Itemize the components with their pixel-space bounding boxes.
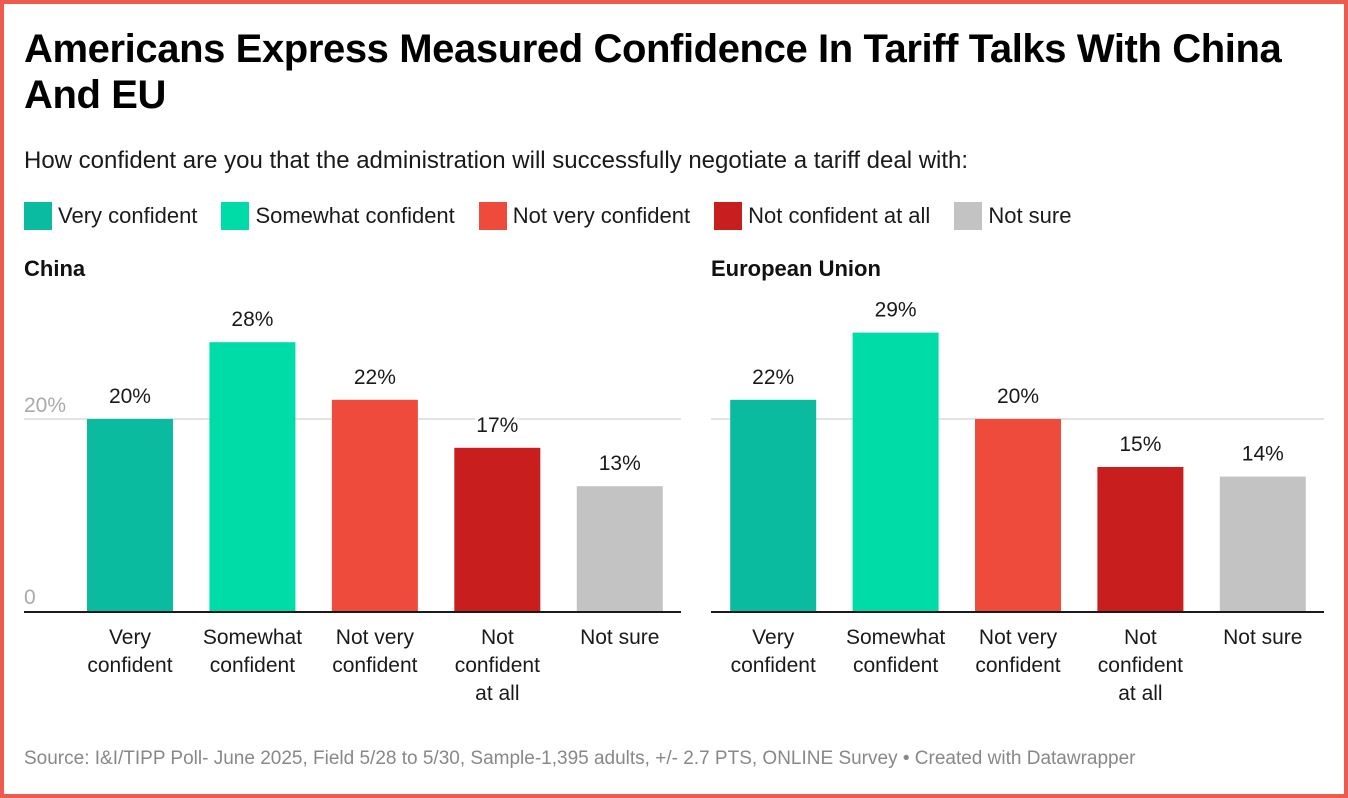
legend-swatch xyxy=(954,202,983,230)
x-tick-label-line: confident xyxy=(332,654,417,677)
panel-title-china: China xyxy=(24,256,86,281)
legend-swatch xyxy=(478,202,507,230)
x-tick-label-line: Not very xyxy=(336,626,415,649)
bar-china xyxy=(454,447,541,611)
legend-item-somewhat-confident: Somewhat confident xyxy=(221,202,455,230)
x-tick-label-line: Very xyxy=(109,626,152,649)
legend-item-very-confident: Very confident xyxy=(24,202,197,230)
x-tick-label: Somewhat confident xyxy=(846,626,945,677)
x-tick-label: Not confident at all xyxy=(455,626,540,705)
bar-eu xyxy=(730,399,817,611)
bar-china xyxy=(209,342,296,611)
x-tick-label-line: confident xyxy=(853,654,938,677)
x-tick-label-line: Somewhat xyxy=(846,626,945,649)
bar-eu xyxy=(1097,467,1184,611)
value-label: 20% xyxy=(109,385,151,408)
x-tick-label: Not very confident xyxy=(332,626,417,677)
value-label: 13% xyxy=(599,452,641,475)
x-tick-label-line: confident xyxy=(731,654,816,677)
source-footer: Source: I&I/TIPP Poll- June 2025, Field … xyxy=(24,748,1136,769)
legend-item-not-sure: Not sure xyxy=(954,202,1071,230)
value-label: 17% xyxy=(476,414,518,437)
bar-china xyxy=(331,399,418,611)
value-label: 22% xyxy=(752,366,794,389)
legend-item-not-very-confident: Not very confident xyxy=(478,202,691,230)
x-tick-label-line: Not xyxy=(1124,626,1157,649)
legend-label: Somewhat confident xyxy=(255,203,455,228)
legend-swatch xyxy=(714,202,743,230)
value-label: 20% xyxy=(997,385,1039,408)
x-tick-label: Somewhat confident xyxy=(203,626,302,677)
value-label: 29% xyxy=(875,299,917,322)
x-tick-label: Not confident at all xyxy=(1098,626,1183,705)
legend-label: Not confident at all xyxy=(748,203,931,228)
panel-title-eu: European Union xyxy=(711,256,881,281)
legend-item-not-confident-at-all: Not confident at all xyxy=(714,202,930,230)
value-label: 28% xyxy=(231,308,273,331)
value-label: 14% xyxy=(1242,443,1284,466)
x-tick-label: Not sure xyxy=(580,626,659,649)
x-tick-label: Very confident xyxy=(87,626,172,677)
x-tick-label-line: at all xyxy=(475,682,519,705)
chart-title: Americans Express Measured Confidence In… xyxy=(24,27,1282,117)
bar-eu xyxy=(975,419,1061,611)
value-label: 22% xyxy=(354,366,396,389)
bar-eu xyxy=(1219,476,1306,611)
legend-label: Not sure xyxy=(988,203,1072,228)
x-tick-label: Not sure xyxy=(1223,626,1302,649)
x-tick-label-line: Not xyxy=(481,626,514,649)
legend-swatch xyxy=(24,202,52,230)
x-tick-label-line: Not sure xyxy=(1223,626,1302,649)
y-tick-label: 0 xyxy=(24,586,36,609)
x-tick-label-line: confident xyxy=(455,654,540,677)
x-tick-label-line: at all xyxy=(1118,682,1162,705)
x-tick-label-line: Not very xyxy=(979,626,1058,649)
legend-label: Not very confident xyxy=(512,203,691,228)
x-tick-label-line: Somewhat xyxy=(203,626,302,649)
x-tick-label-line: Very xyxy=(752,626,795,649)
y-tick-label: 20% xyxy=(24,394,66,417)
x-tick-label: Very confident xyxy=(731,626,816,677)
x-tick-label-line: confident xyxy=(87,654,172,677)
legend-swatch xyxy=(221,202,250,230)
x-tick-label-line: confident xyxy=(210,654,295,677)
bar-china xyxy=(576,486,663,611)
x-tick-label: Not very confident xyxy=(975,626,1060,677)
legend-label: Very confident xyxy=(58,203,198,228)
x-tick-label-line: confident xyxy=(1098,654,1183,677)
bar-china xyxy=(86,419,173,611)
legend: Very confident Somewhat confident Not ve… xyxy=(24,202,1095,230)
x-tick-label-line: confident xyxy=(975,654,1060,677)
bar-eu xyxy=(852,332,939,611)
value-label: 15% xyxy=(1119,433,1161,456)
chart-subtitle: How confident are you that the administr… xyxy=(24,147,969,174)
x-tick-label-line: Not sure xyxy=(580,626,659,649)
